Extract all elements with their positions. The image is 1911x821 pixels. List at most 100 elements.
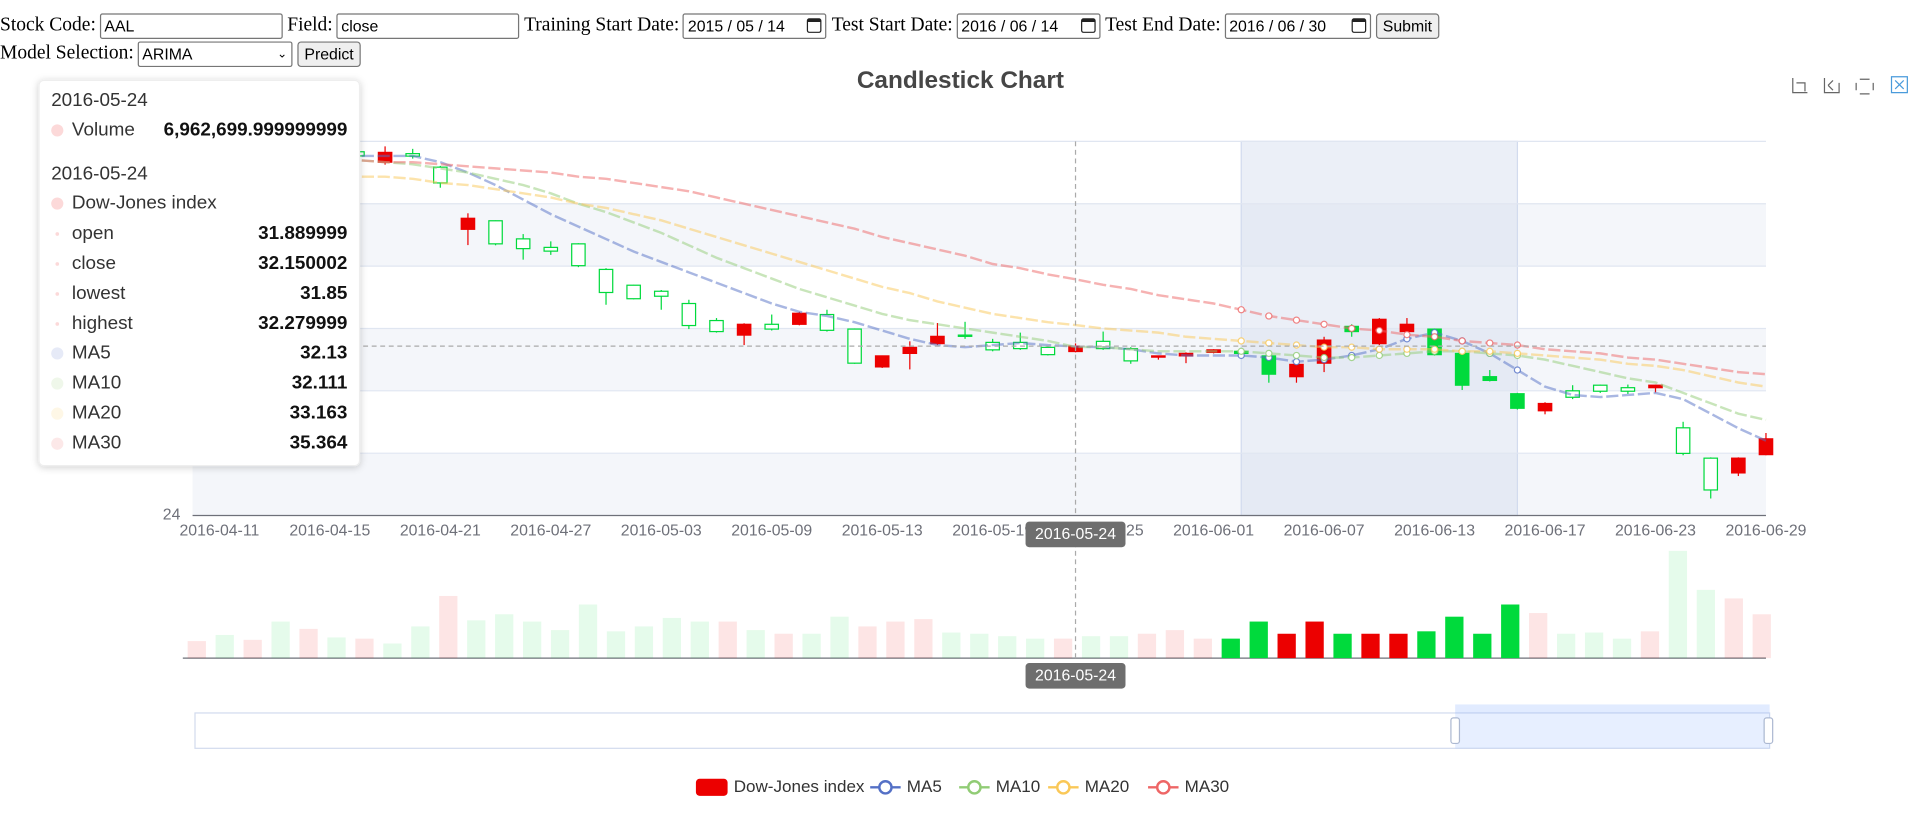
ma-point: [1320, 343, 1328, 351]
volume-bar: [1081, 636, 1101, 659]
datazoom-handle[interactable]: [1450, 717, 1461, 745]
volume-bar: [1445, 616, 1464, 659]
volume-bar: [1529, 613, 1548, 659]
x-tick-label: 2016-06-17: [1505, 523, 1586, 540]
legend-icon[interactable]: [878, 780, 893, 795]
volume-bar: [550, 630, 570, 659]
candle-body: [930, 335, 945, 345]
legend-label[interactable]: MA30: [1185, 777, 1230, 796]
toolbox[interactable]: [1792, 76, 1908, 95]
tooltip-name: open: [72, 223, 114, 244]
candle-body: [1510, 393, 1525, 409]
candle-body: [543, 246, 559, 252]
candle-body: [1758, 438, 1774, 456]
legend-icon[interactable]: [967, 780, 982, 795]
tooltip-marker: [55, 322, 60, 326]
label: Test End Date:: [1105, 14, 1221, 36]
volume-bar: [1752, 614, 1771, 659]
volume-bar: [522, 621, 542, 659]
predict-button[interactable]: Predict: [297, 40, 362, 67]
test-start-input[interactable]: 2016 / 06 / 14: [956, 12, 1101, 39]
legend-icon[interactable]: [1155, 780, 1171, 795]
candle-body: [1592, 384, 1608, 392]
calendar-icon[interactable]: [807, 18, 822, 33]
legend-icon[interactable]: [695, 778, 728, 796]
datazoom-window: [1455, 712, 1770, 749]
volume-bar: [690, 621, 709, 659]
volume-bar: [830, 616, 849, 659]
calendar-icon[interactable]: [1080, 18, 1096, 33]
tooltip-value: 35.364: [290, 433, 348, 454]
tooltip-value: 31.889999: [258, 223, 347, 244]
x-tick-label: 2016-05-03: [621, 523, 702, 540]
volume-bar: [1389, 633, 1408, 659]
volume-bar: [1305, 621, 1324, 659]
tool-zoom-back[interactable]: [1823, 78, 1840, 94]
ma-point: [1458, 347, 1466, 355]
ma-point: [1375, 326, 1383, 335]
ma-point: [1375, 351, 1383, 360]
ma-point: [1513, 341, 1522, 349]
x-tick-label: 2016-06-23: [1615, 523, 1696, 540]
ma-point: [1237, 306, 1245, 314]
candle-body: [1482, 376, 1498, 382]
ma-point: [1513, 366, 1522, 374]
volume-bar: [1612, 638, 1632, 659]
tool-zoom[interactable]: [1792, 78, 1808, 94]
volume-bar: [998, 636, 1017, 659]
calendar-icon[interactable]: [1351, 18, 1366, 33]
ma-point: [1292, 358, 1301, 366]
volume-bar: [802, 633, 821, 659]
x-tick-label: 2016-04-11: [179, 523, 259, 540]
tooltip: 2016-05-24 Volume 6,962,699.999999999 2016-…: [38, 79, 361, 467]
tooltip-value: 32.279999: [258, 313, 347, 334]
training-start-input[interactable]: 2015 / 05 / 14: [683, 12, 827, 39]
volume-bar: [606, 631, 626, 659]
candle-body: [460, 217, 476, 230]
ma-point: [1265, 339, 1273, 347]
candle-body: [488, 220, 503, 245]
legend-label[interactable]: MA20: [1085, 777, 1130, 796]
volume-bar: [858, 626, 877, 659]
tool-brush-clear[interactable]: [1890, 76, 1908, 94]
volume-bar: [1053, 638, 1073, 659]
legend-icon[interactable]: [1056, 780, 1071, 795]
volume-bar: [1556, 633, 1576, 659]
ma-point: [1348, 343, 1356, 351]
tooltip-marker: [51, 377, 64, 390]
ma-point: [1292, 341, 1301, 349]
volume-bar: [1696, 589, 1715, 659]
legend-label[interactable]: Dow-Jones index: [734, 777, 865, 796]
candle-body: [874, 355, 890, 368]
x-tick-label: 2016-05-19: [952, 523, 1033, 540]
x-tick-label: 2016-06-01: [1173, 523, 1254, 540]
stock-code-input[interactable]: AAL: [99, 12, 283, 39]
test-end-input[interactable]: 2016 / 06 / 30: [1224, 12, 1371, 39]
submit-button[interactable]: Submit: [1375, 12, 1440, 39]
tooltip-name: close: [72, 253, 116, 274]
label: Test Start Date:: [831, 14, 953, 36]
volume-bar: [1668, 550, 1688, 659]
ma-point: [1320, 353, 1328, 362]
legend-label[interactable]: MA5: [907, 777, 942, 796]
volume-bar: [1193, 638, 1212, 659]
candle-body: [709, 319, 724, 333]
volume-bar: [578, 604, 598, 659]
volume-bar: [774, 633, 793, 659]
model-select[interactable]: ARIMA ⌄: [137, 40, 293, 67]
tooltip-marker: [55, 292, 60, 296]
legend-label[interactable]: MA10: [996, 777, 1041, 796]
datazoom-handle[interactable]: [1763, 717, 1774, 745]
field-input[interactable]: close: [336, 12, 520, 39]
form-row: Stock Code: AAL Field: close Training St…: [0, 12, 1440, 39]
candle-body: [626, 284, 641, 300]
tooltip-marker: [51, 437, 64, 450]
axis-pointer-label-box: [1025, 521, 1126, 548]
volume-bar: [1361, 633, 1380, 659]
ma-point: [1237, 337, 1245, 345]
candle-body: [1703, 457, 1719, 491]
tool-restore[interactable]: [1855, 78, 1874, 95]
x-tick-label: 2016-05-09: [731, 523, 812, 540]
form-row: Model Selection: ARIMA ⌄ Predict: [0, 40, 362, 67]
axis-pointer-label: 2016-05-24: [1035, 526, 1116, 543]
